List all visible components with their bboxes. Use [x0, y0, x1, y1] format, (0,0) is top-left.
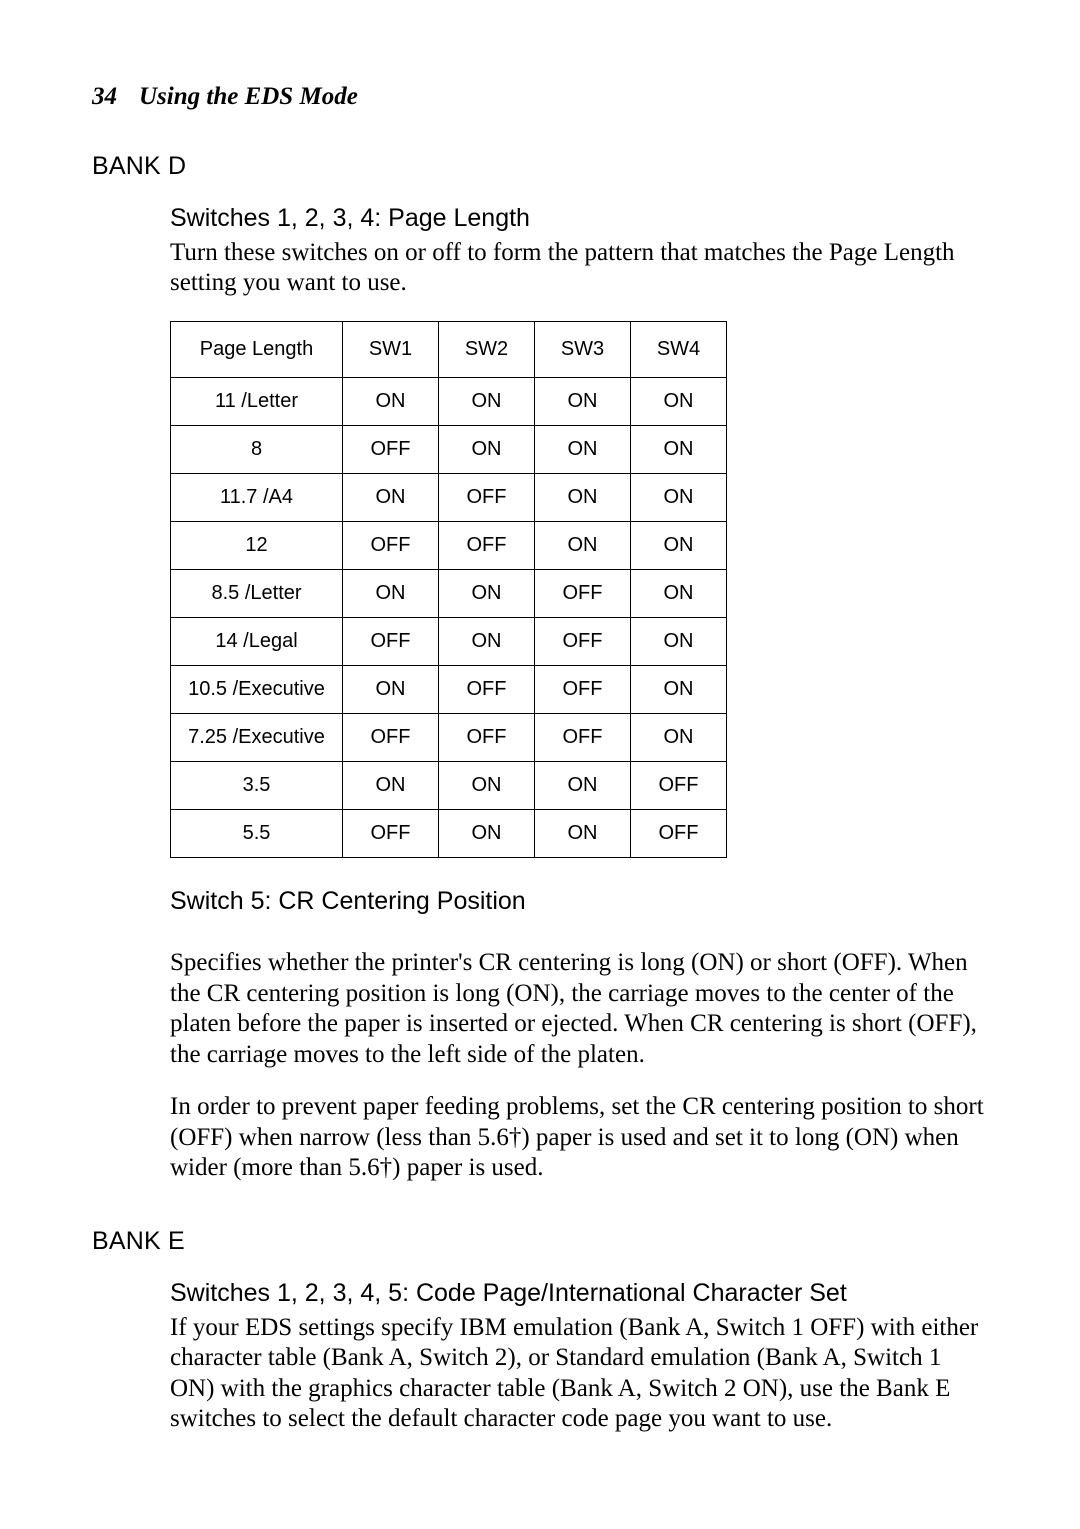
- table-cell: 11 /Letter: [171, 377, 343, 425]
- table-cell: OFF: [439, 521, 535, 569]
- table-cell: OFF: [535, 569, 631, 617]
- table-row: 11 /LetterONONONON: [171, 377, 727, 425]
- table-cell: ON: [631, 473, 727, 521]
- table-cell: OFF: [535, 617, 631, 665]
- table-cell: ON: [631, 713, 727, 761]
- table-cell: OFF: [343, 809, 439, 857]
- table-cell: OFF: [343, 425, 439, 473]
- table-cell: 8.5 /Letter: [171, 569, 343, 617]
- table-cell: ON: [535, 521, 631, 569]
- bank-d-heading: BANK D: [92, 151, 988, 182]
- page-header: 34 Using the EDS Mode: [92, 82, 988, 113]
- bank-d-sw5-para1: Specifies whether the printer's CR cente…: [170, 948, 988, 1070]
- table-row: 11.7 /A4ONOFFONON: [171, 473, 727, 521]
- table-cell: ON: [343, 473, 439, 521]
- table-cell: ON: [535, 473, 631, 521]
- table-cell: 3.5: [171, 761, 343, 809]
- table-cell: ON: [535, 377, 631, 425]
- table-cell: ON: [535, 761, 631, 809]
- table-cell: OFF: [343, 713, 439, 761]
- bank-e-heading: BANK E: [92, 1226, 988, 1257]
- table-row: 8OFFONONON: [171, 425, 727, 473]
- table-cell: ON: [343, 665, 439, 713]
- table-cell: ON: [439, 377, 535, 425]
- table-row: 12OFFOFFONON: [171, 521, 727, 569]
- table-row: 14 /LegalOFFONOFFON: [171, 617, 727, 665]
- table-cell: ON: [343, 377, 439, 425]
- table-cell: OFF: [439, 665, 535, 713]
- table-header-cell: SW4: [631, 321, 727, 377]
- table-cell: ON: [631, 665, 727, 713]
- table-cell: OFF: [343, 617, 439, 665]
- table-body: 11 /LetterONONONON8OFFONONON11.7 /A4ONOF…: [171, 377, 727, 857]
- table-cell: ON: [343, 761, 439, 809]
- table-cell: OFF: [439, 713, 535, 761]
- bank-e-section: Switches 1, 2, 3, 4, 5: Code Page/Intern…: [92, 1278, 988, 1435]
- table-cell: ON: [631, 617, 727, 665]
- bank-e-sw12345-para: If your EDS settings specify IBM emulati…: [170, 1313, 988, 1435]
- table-cell: ON: [631, 569, 727, 617]
- table-row: 7.25 /ExecutiveOFFOFFOFFON: [171, 713, 727, 761]
- table-cell: OFF: [535, 713, 631, 761]
- table-cell: OFF: [631, 809, 727, 857]
- table-cell: ON: [439, 569, 535, 617]
- table-cell: 5.5: [171, 809, 343, 857]
- table-cell: ON: [535, 425, 631, 473]
- table-cell: ON: [631, 521, 727, 569]
- table-cell: ON: [631, 425, 727, 473]
- table-cell: OFF: [343, 521, 439, 569]
- bank-e-sw12345-heading: Switches 1, 2, 3, 4, 5: Code Page/Intern…: [170, 1278, 988, 1309]
- table-cell: OFF: [439, 473, 535, 521]
- table-row: 5.5OFFONONOFF: [171, 809, 727, 857]
- bank-d-sw1234-intro: Turn these switches on or off to form th…: [170, 238, 988, 299]
- page-length-table: Page Length SW1 SW2 SW3 SW4 11 /LetterON…: [170, 321, 727, 858]
- table-row: 3.5ONONONOFF: [171, 761, 727, 809]
- table-header-cell: Page Length: [171, 321, 343, 377]
- table-cell: 14 /Legal: [171, 617, 343, 665]
- table-cell: ON: [343, 569, 439, 617]
- table-cell: ON: [631, 377, 727, 425]
- page-number: 34: [92, 83, 117, 110]
- table-cell: ON: [439, 617, 535, 665]
- table-cell: 11.7 /A4: [171, 473, 343, 521]
- bank-d-sw1234-heading: Switches 1, 2, 3, 4: Page Length: [170, 203, 988, 234]
- table-cell: ON: [439, 809, 535, 857]
- table-cell: ON: [535, 809, 631, 857]
- table-header-cell: SW1: [343, 321, 439, 377]
- table-cell: 7.25 /Executive: [171, 713, 343, 761]
- table-row: 8.5 /LetterONONOFFON: [171, 569, 727, 617]
- table-cell: OFF: [535, 665, 631, 713]
- table-header-cell: SW3: [535, 321, 631, 377]
- table-row: 10.5 /ExecutiveONOFFOFFON: [171, 665, 727, 713]
- table-header-row: Page Length SW1 SW2 SW3 SW4: [171, 321, 727, 377]
- table-cell: ON: [439, 761, 535, 809]
- bank-d-sw5-para2: In order to prevent paper feeding proble…: [170, 1092, 988, 1184]
- table-cell: 8: [171, 425, 343, 473]
- table-cell: ON: [439, 425, 535, 473]
- page-title: Using the EDS Mode: [139, 83, 358, 110]
- table-cell: 10.5 /Executive: [171, 665, 343, 713]
- table-cell: 12: [171, 521, 343, 569]
- table-cell: OFF: [631, 761, 727, 809]
- bank-d-sw5-heading: Switch 5: CR Centering Position: [170, 886, 988, 917]
- table-header-cell: SW2: [439, 321, 535, 377]
- bank-d-section: Switches 1, 2, 3, 4: Page Length Turn th…: [92, 203, 988, 1184]
